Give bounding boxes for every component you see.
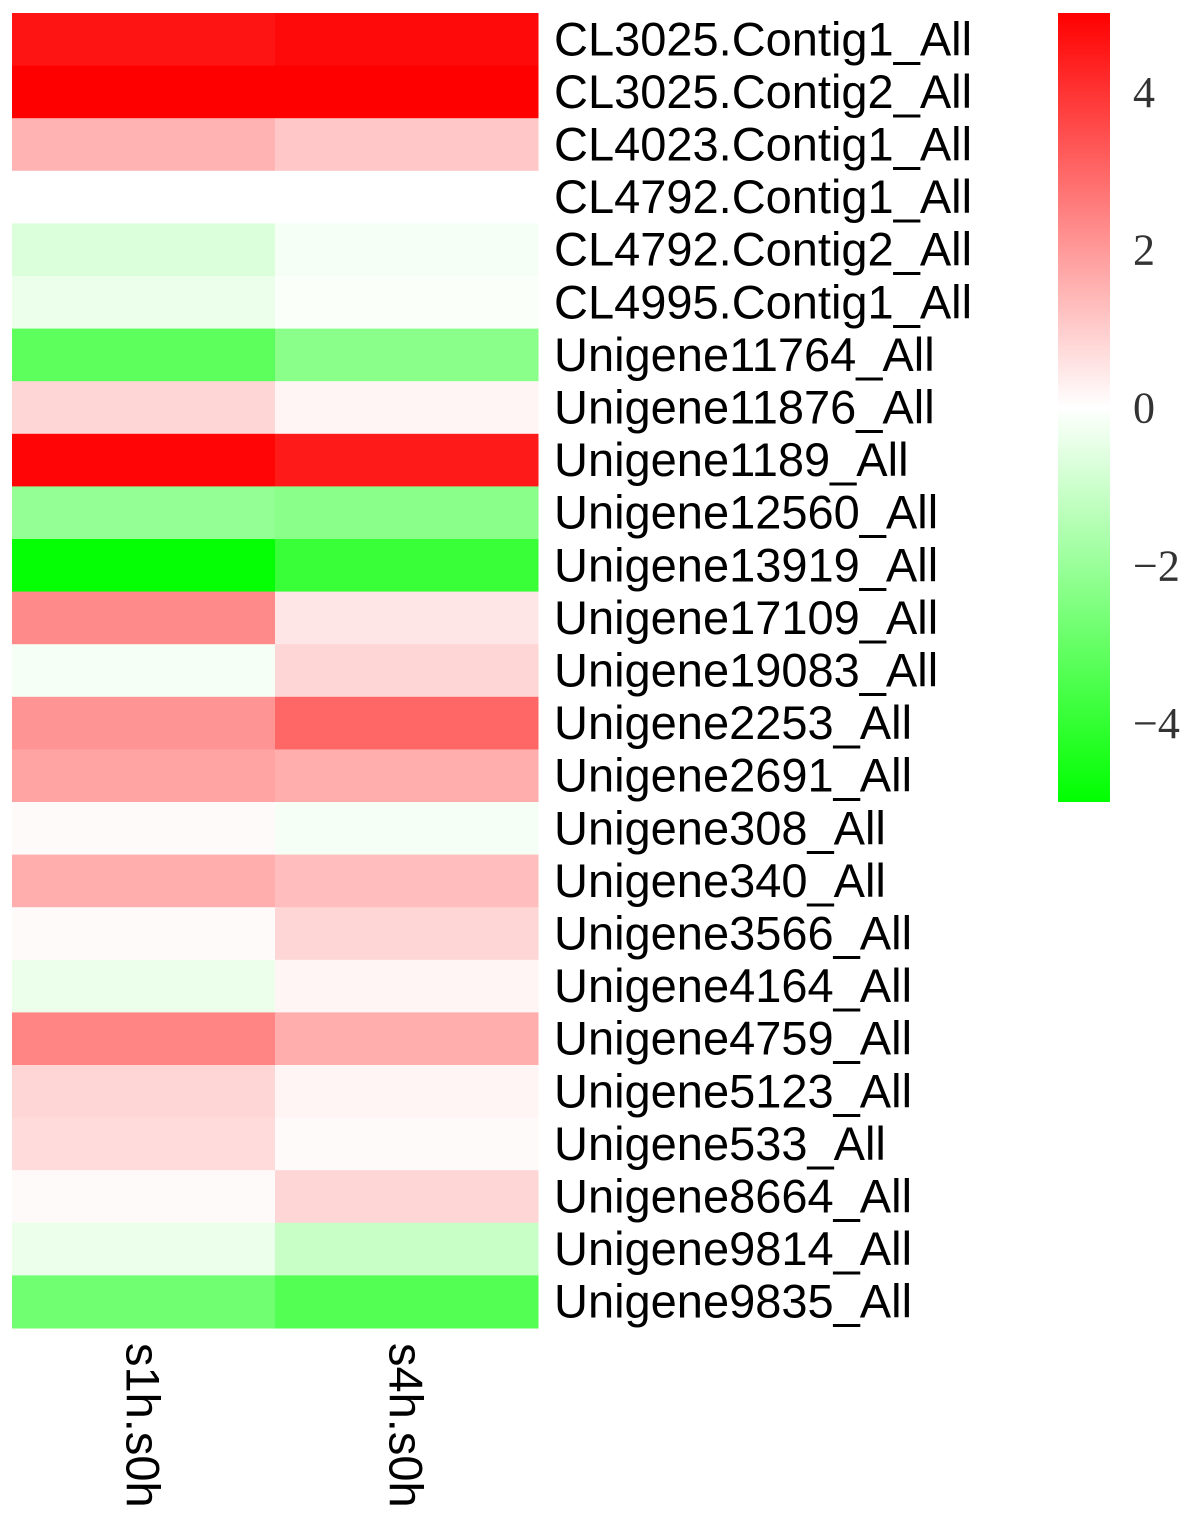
row-label: Unigene308_All (554, 801, 886, 854)
heatmap-cell (12, 1222, 276, 1276)
row-label: Unigene4164_All (554, 959, 912, 1012)
colorbar-tick-label: −4 (1133, 699, 1180, 748)
heatmap-cell (12, 539, 276, 593)
heatmap-cell (275, 696, 539, 750)
heatmap-cell (12, 118, 276, 172)
heatmap-cell (12, 65, 276, 119)
heatmap-cell (12, 381, 276, 435)
heatmap-cell (12, 433, 276, 487)
row-label: Unigene9814_All (554, 1222, 912, 1275)
heatmap-cell (12, 1275, 276, 1329)
row-label: Unigene3566_All (554, 907, 912, 960)
heatmap-cell (275, 1117, 539, 1171)
heatmap-cell (275, 854, 539, 908)
heatmap-cell (12, 907, 276, 961)
heatmap-cell (12, 644, 276, 698)
row-label: Unigene13919_All (554, 538, 938, 591)
heatmap-cell (275, 276, 539, 330)
heatmap-cell (275, 13, 539, 67)
row-label: Unigene1189_All (554, 433, 909, 486)
row-label: Unigene12560_All (554, 486, 938, 539)
row-label: Unigene4759_All (554, 1012, 912, 1065)
heatmap-cell (275, 907, 539, 961)
heatmap-cell (12, 591, 276, 645)
row-label: Unigene9835_All (554, 1275, 912, 1328)
heatmap-cell (12, 802, 276, 856)
heatmap-cell (275, 118, 539, 172)
row-label: CL4792.Contig2_All (554, 223, 972, 276)
row-label: CL4023.Contig1_All (554, 118, 972, 171)
heatmap-cell (275, 959, 539, 1013)
heatmap-cell (275, 381, 539, 435)
row-label: Unigene2253_All (554, 696, 912, 749)
colorbar-tick-label: 0 (1133, 384, 1155, 433)
heatmap-cell (275, 328, 539, 382)
heatmap-cell (275, 539, 539, 593)
row-label: Unigene5123_All (554, 1064, 912, 1117)
heatmap-cell (275, 1222, 539, 1276)
heatmap-cell (12, 223, 276, 277)
heatmap-cell (12, 170, 276, 224)
row-labels: CL3025.Contig1_AllCL3025.Contig2_AllCL40… (554, 12, 972, 1327)
heatmap-cell (275, 591, 539, 645)
colorbar-tick-label: 4 (1133, 68, 1155, 117)
heatmap-cell (275, 1065, 539, 1119)
heatmap-cell (275, 749, 539, 803)
column-label: s4h.s0h (380, 1343, 433, 1508)
row-label: Unigene340_All (554, 854, 886, 907)
colorbar-gradient (1058, 13, 1110, 802)
heatmap-cell (12, 696, 276, 750)
heatmap-cell (12, 959, 276, 1013)
row-label: Unigene17109_All (554, 591, 938, 644)
row-label: CL4995.Contig1_All (554, 275, 972, 328)
heatmap-cells (12, 13, 539, 1329)
row-label: Unigene8664_All (554, 1170, 912, 1223)
colorbar-tick-label: 2 (1133, 226, 1155, 275)
column-label: s1h.s0h (117, 1343, 170, 1508)
heatmap-cell (275, 65, 539, 119)
heatmap-cell (12, 1012, 276, 1066)
row-label: CL3025.Contig2_All (554, 65, 972, 118)
heatmap-cell (12, 749, 276, 803)
heatmap-cell (12, 1065, 276, 1119)
heatmap-cell (12, 328, 276, 382)
column-labels: s1h.s0h s4h.s0h (117, 1343, 433, 1508)
row-label: CL3025.Contig1_All (554, 12, 972, 65)
heatmap-cell (12, 486, 276, 540)
row-label: Unigene2691_All (554, 749, 912, 802)
heatmap-cell (12, 854, 276, 908)
colorbar: 4 2 0 −2 −4 (1058, 13, 1180, 802)
row-label: Unigene11876_All (554, 381, 935, 434)
heatmap-cell (275, 486, 539, 540)
heatmap-cell (275, 644, 539, 698)
heatmap-cell (275, 1170, 539, 1224)
heatmap-cell (12, 1170, 276, 1224)
heatmap-cell (12, 1117, 276, 1171)
heatmap-cell (12, 13, 276, 67)
heatmap-cell (275, 433, 539, 487)
heatmap-cell (12, 276, 276, 330)
row-label: Unigene533_All (554, 1117, 886, 1170)
heatmap-cell (275, 802, 539, 856)
heatmap-cell (275, 223, 539, 277)
colorbar-tick-label: −2 (1133, 541, 1180, 590)
heatmap-cell (275, 1275, 539, 1329)
heatmap-cell (275, 170, 539, 224)
heatmap-cell (275, 1012, 539, 1066)
row-label: Unigene19083_All (554, 644, 938, 697)
row-label: Unigene11764_All (554, 328, 935, 381)
row-label: CL4792.Contig1_All (554, 170, 972, 223)
